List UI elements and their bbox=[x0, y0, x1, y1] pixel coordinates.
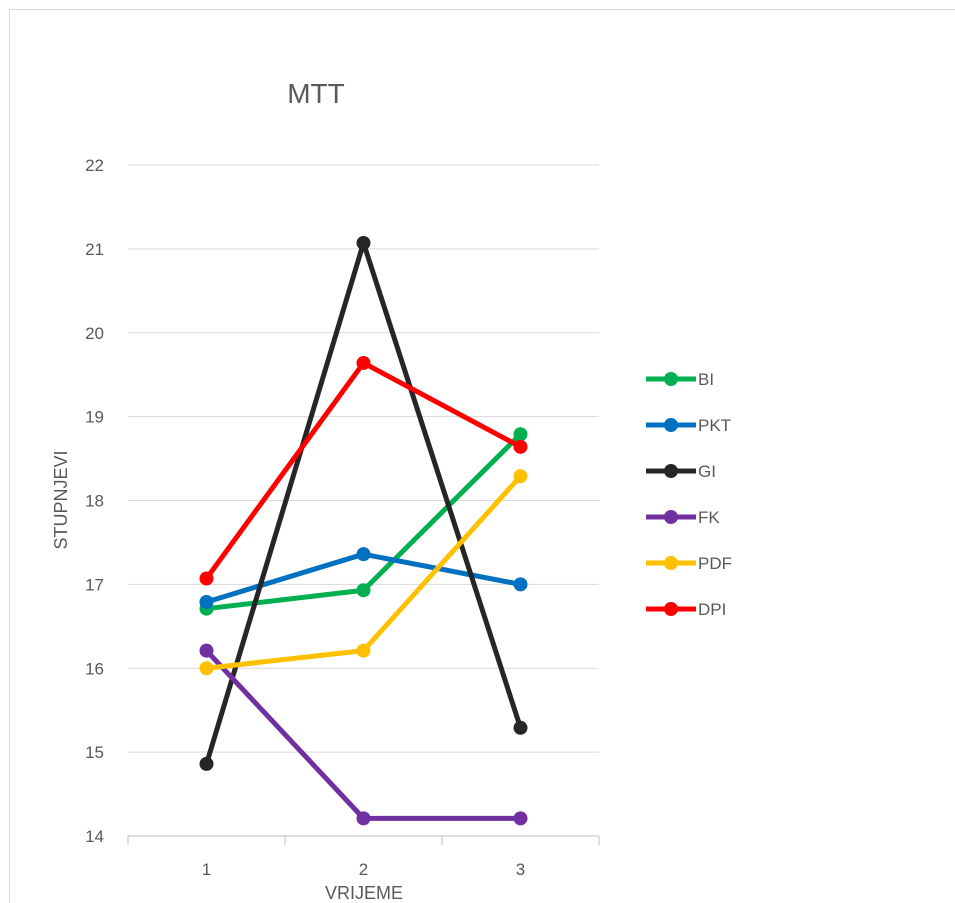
legend-label: DPI bbox=[698, 600, 726, 619]
data-point-gi bbox=[514, 721, 528, 735]
legend-item-fk: FK bbox=[646, 508, 720, 527]
y-tick-label: 15 bbox=[85, 743, 104, 762]
data-point-gi bbox=[200, 757, 214, 771]
x-tick-label: 3 bbox=[516, 860, 525, 879]
data-point-bi bbox=[357, 583, 371, 597]
data-point-dpi bbox=[514, 440, 528, 454]
data-point-gi bbox=[357, 236, 371, 250]
x-tick-label: 2 bbox=[359, 860, 368, 879]
y-tick-label: 22 bbox=[85, 156, 104, 175]
data-point-pkt bbox=[357, 547, 371, 561]
legend-label: PDF bbox=[698, 554, 732, 573]
data-point-dpi bbox=[357, 356, 371, 370]
data-point-pdf bbox=[200, 661, 214, 675]
series-gi bbox=[200, 236, 528, 771]
y-axis-label: STUPNJEVI bbox=[51, 450, 71, 549]
series-line-pdf bbox=[207, 476, 521, 668]
gridlines bbox=[128, 165, 599, 836]
legend-label: BI bbox=[698, 370, 714, 389]
legend-label: FK bbox=[698, 508, 720, 527]
y-tick-label: 20 bbox=[85, 324, 104, 343]
series-fk bbox=[200, 644, 528, 826]
y-tick-label: 16 bbox=[85, 659, 104, 678]
data-point-fk bbox=[357, 811, 371, 825]
series-line-dpi bbox=[207, 363, 521, 579]
legend-label: GI bbox=[698, 462, 716, 481]
data-point-fk bbox=[200, 644, 214, 658]
chart-title: MTT bbox=[287, 78, 345, 109]
data-point-bi bbox=[514, 427, 528, 441]
data-point-dpi bbox=[200, 572, 214, 586]
x-tick-label: 1 bbox=[202, 860, 211, 879]
legend-item-gi: GI bbox=[646, 462, 716, 481]
data-point-fk bbox=[514, 811, 528, 825]
legend-marker bbox=[664, 602, 678, 616]
legend-marker bbox=[664, 418, 678, 432]
data-point-pdf bbox=[357, 644, 371, 658]
series-line-gi bbox=[207, 243, 521, 764]
legend: BI PKT GI FK PDF DPI bbox=[646, 370, 732, 619]
x-axis: 1 2 3 bbox=[128, 836, 599, 879]
legend-item-dpi: DPI bbox=[646, 600, 726, 619]
y-tick-label: 21 bbox=[85, 240, 104, 259]
y-tick-labels: 14 15 16 17 18 19 20 21 22 bbox=[85, 156, 104, 846]
series-lines bbox=[200, 236, 528, 825]
legend-item-pkt: PKT bbox=[646, 416, 731, 435]
y-tick-label: 14 bbox=[85, 827, 104, 846]
legend-item-pdf: PDF bbox=[646, 554, 732, 573]
series-line-fk bbox=[207, 651, 521, 819]
legend-marker bbox=[664, 372, 678, 386]
legend-label: PKT bbox=[698, 416, 731, 435]
y-tick-label: 19 bbox=[85, 408, 104, 427]
legend-marker bbox=[664, 464, 678, 478]
x-axis-label: VRIJEME bbox=[325, 883, 403, 903]
data-point-pdf bbox=[514, 469, 528, 483]
data-point-pkt bbox=[200, 595, 214, 609]
legend-marker bbox=[664, 510, 678, 524]
legend-marker bbox=[664, 556, 678, 570]
y-tick-label: 17 bbox=[85, 575, 104, 594]
y-tick-label: 18 bbox=[85, 492, 104, 511]
legend-item-bi: BI bbox=[646, 370, 714, 389]
data-point-pkt bbox=[514, 577, 528, 591]
